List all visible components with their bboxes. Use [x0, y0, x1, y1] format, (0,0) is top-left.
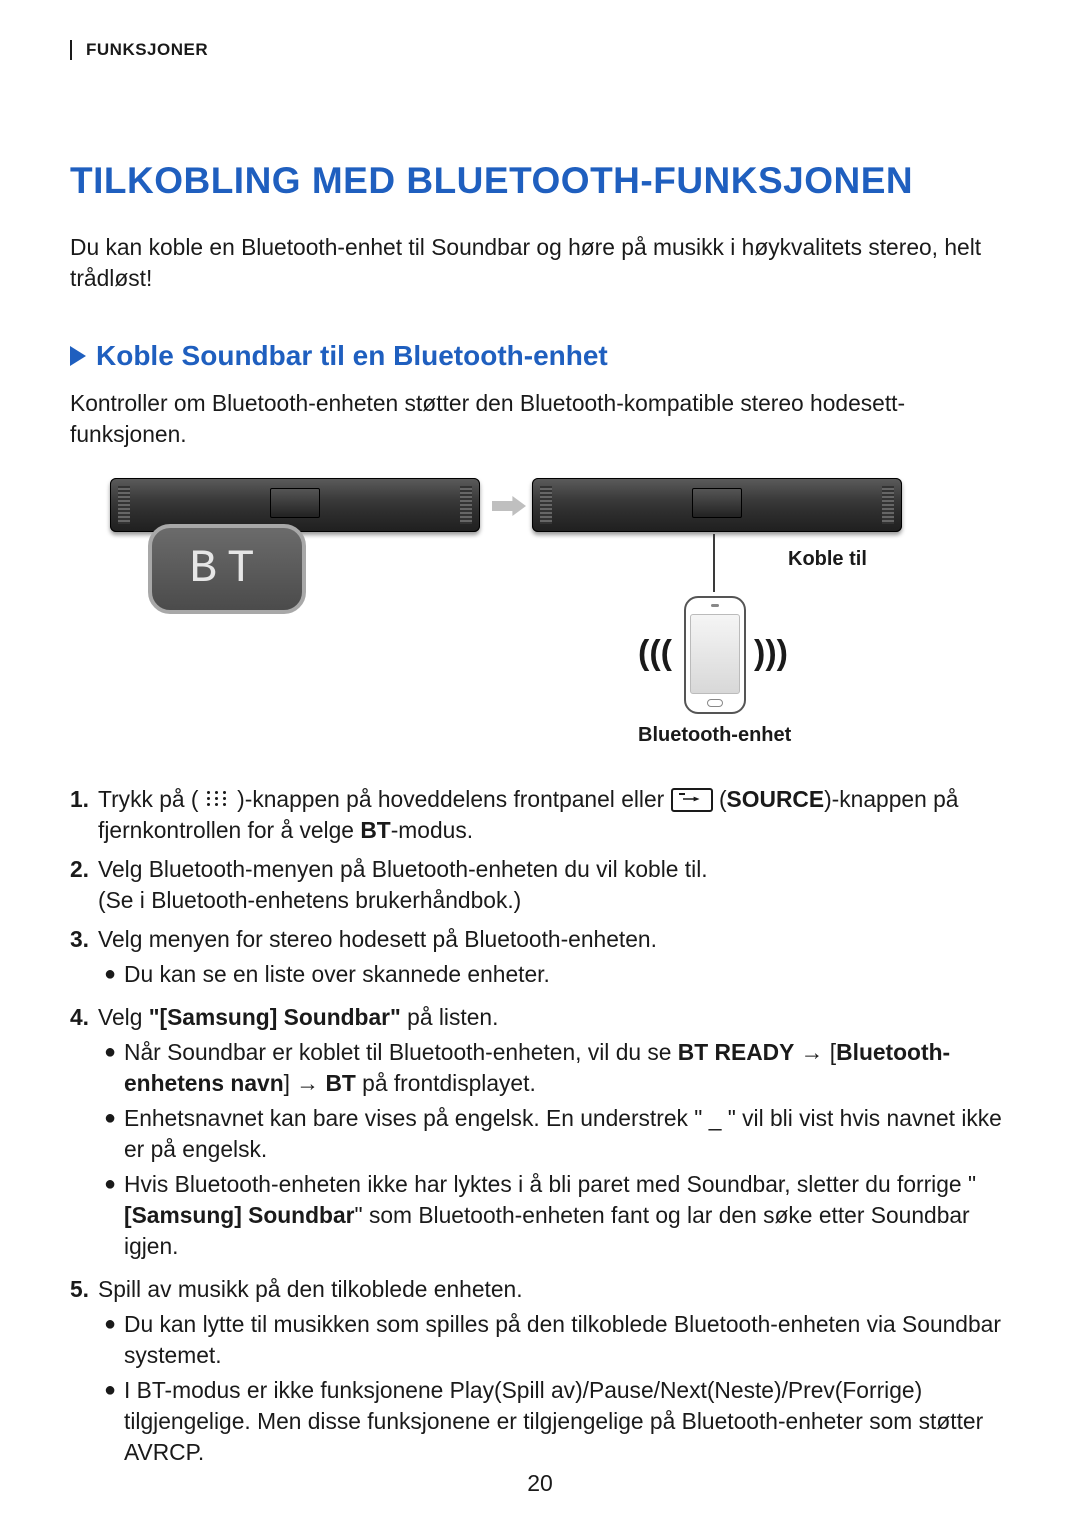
- subsection-title: Koble Soundbar til en Bluetooth-enhet: [96, 340, 608, 372]
- step-body: Spill av musikk på den tilkoblede enhete…: [98, 1274, 1010, 1472]
- connection-dots: [713, 534, 715, 592]
- step-subitem: ●Hvis Bluetooth-enheten ikke har lyktes …: [98, 1169, 1010, 1262]
- bullet-icon: ●: [98, 1375, 124, 1468]
- bullet-icon: ●: [98, 1037, 124, 1099]
- phone-illustration: [684, 596, 746, 714]
- instruction-step: 3.Velg menyen for stereo hodesett på Blu…: [70, 924, 1010, 994]
- instruction-step: 5.Spill av musikk på den tilkoblede enhe…: [70, 1274, 1010, 1472]
- step-sublist: ●Du kan lytte til musikken som spilles p…: [98, 1309, 1010, 1468]
- soundbar-right-illustration: [532, 478, 902, 532]
- step-body: Velg Bluetooth-menyen på Bluetooth-enhet…: [98, 854, 1010, 916]
- step-number: 4.: [70, 1002, 98, 1266]
- bt-display-badge: BT: [148, 524, 306, 614]
- step-subitem: ●Du kan se en liste over skannede enhete…: [98, 959, 1010, 990]
- instruction-list: 1.Trykk på ( )-knappen på hoveddelens fr…: [70, 784, 1010, 1472]
- source-dots-icon: [205, 789, 231, 809]
- subsection-desc: Kontroller om Bluetooth-enheten støtter …: [70, 388, 1010, 450]
- step-number: 3.: [70, 924, 98, 994]
- section-header: FUNKSJONER: [70, 40, 1010, 60]
- arrow-right-icon: [492, 496, 526, 516]
- bt-device-label: Bluetooth-enhet: [638, 724, 791, 747]
- step-number: 5.: [70, 1274, 98, 1472]
- waves-right-icon: ))): [754, 634, 788, 673]
- step-subitem: ●Du kan lytte til musikken som spilles p…: [98, 1309, 1010, 1371]
- step-subitem: ●Når Soundbar er koblet til Bluetooth-en…: [98, 1037, 1010, 1099]
- bullet-icon: ●: [98, 1309, 124, 1371]
- bullet-icon: ●: [98, 1103, 124, 1165]
- instruction-step: 4.Velg "[Samsung] Soundbar" på listen.●N…: [70, 1002, 1010, 1266]
- triangle-icon: [70, 346, 86, 366]
- bullet-icon: ●: [98, 1169, 124, 1262]
- page-number: 20: [0, 1470, 1080, 1497]
- intro-text: Du kan koble en Bluetooth-enhet til Soun…: [70, 232, 1010, 294]
- step-sublist: ●Du kan se en liste over skannede enhete…: [98, 959, 1010, 990]
- step-number: 1.: [70, 784, 98, 846]
- waves-left-icon: (((: [638, 634, 672, 673]
- subsection-heading: Koble Soundbar til en Bluetooth-enhet: [70, 340, 1010, 372]
- step-body: Velg "[Samsung] Soundbar" på listen.●Når…: [98, 1002, 1010, 1266]
- step-number: 2.: [70, 854, 98, 916]
- instruction-step: 1.Trykk på ( )-knappen på hoveddelens fr…: [70, 784, 1010, 846]
- page-title: TILKOBLING MED BLUETOOTH-FUNKSJONEN: [70, 160, 1010, 202]
- step-subitem: ●Enhetsnavnet kan bare vises på engelsk.…: [98, 1103, 1010, 1165]
- connect-label: Koble til: [788, 548, 867, 571]
- bullet-icon: ●: [98, 959, 124, 990]
- pairing-diagram: BT Koble til ((( ))) Bluetooth-enhet: [94, 478, 934, 748]
- instruction-step: 2.Velg Bluetooth-menyen på Bluetooth-enh…: [70, 854, 1010, 916]
- step-body: Velg menyen for stereo hodesett på Bluet…: [98, 924, 1010, 994]
- step-subitem: ●I BT-modus er ikke funksjonene Play(Spi…: [98, 1375, 1010, 1468]
- step-body: Trykk på ( )-knappen på hoveddelens fron…: [98, 784, 1010, 846]
- step-sublist: ●Når Soundbar er koblet til Bluetooth-en…: [98, 1037, 1010, 1262]
- source-button-icon: [671, 788, 713, 812]
